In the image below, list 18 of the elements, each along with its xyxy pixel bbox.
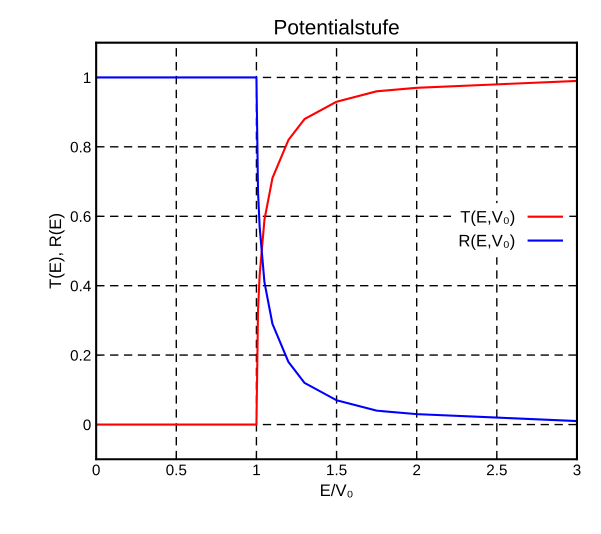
y-axis-title: T(E), R(E) xyxy=(48,214,64,289)
x-tick-label: 2 xyxy=(413,464,420,476)
x-tick-label: 1.5 xyxy=(327,464,347,476)
y-tick-label: 0.2 xyxy=(70,350,91,361)
x-tick-label: 3 xyxy=(573,464,581,476)
x-tick-label: 0 xyxy=(92,464,100,476)
y-tick-label: 0.6 xyxy=(70,211,91,222)
y-tick-label: 0 xyxy=(83,419,91,430)
legend-label: T(E,V₀) xyxy=(460,210,514,226)
y-tick-label: 1 xyxy=(84,72,91,83)
x-tick-label: 0.5 xyxy=(166,464,186,476)
y-tick-label: 0.8 xyxy=(70,142,91,153)
x-axis-title: E/V₀ xyxy=(321,484,353,498)
legend-label: R(E,V₀) xyxy=(460,234,514,250)
y-tick-label: 0.4 xyxy=(70,280,91,292)
x-tick-label: 1 xyxy=(253,464,260,476)
x-tick-label: 2.5 xyxy=(486,464,507,476)
chart-title: Potentialstufe xyxy=(275,19,399,35)
